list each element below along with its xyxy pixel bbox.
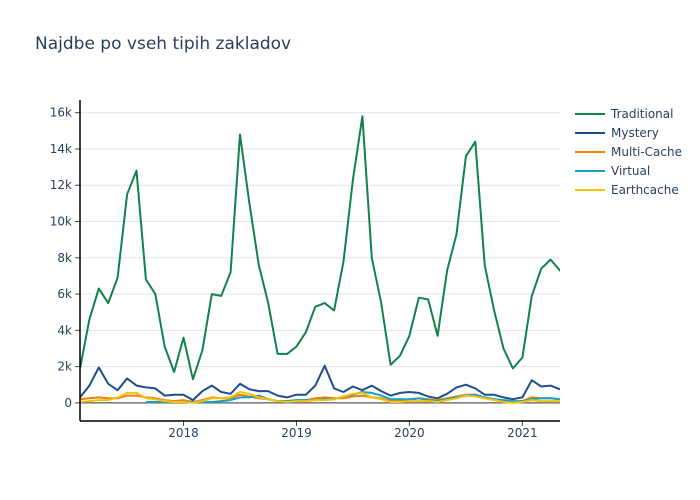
series-line-earthcache [80,391,560,404]
legend-label: Mystery [611,126,659,140]
y-tick-label: 2k [57,360,72,374]
legend-label: Traditional [610,107,673,121]
legend-item-mystery[interactable]: Mystery [575,126,659,140]
legend-item-earthcache[interactable]: Earthcache [575,183,679,197]
x-axis-ticks: 2018 2019 2020 2021 [168,421,538,440]
x-tick-label: 2021 [507,426,538,440]
legend-item-traditional[interactable]: Traditional [575,107,673,121]
series-lines [80,115,560,404]
y-tick-label: 0 [64,396,72,410]
series-line-traditional [80,115,560,381]
x-tick-label: 2020 [394,426,425,440]
series-line-mystery [80,364,560,402]
chart-title: Najdbe po vseh tipih zakladov [35,34,292,54]
legend-item-virtual[interactable]: Virtual [575,164,650,178]
legend-label: Earthcache [611,183,679,197]
legend-label: Virtual [611,164,650,178]
y-tick-label: 4k [57,323,72,337]
axes [79,100,560,422]
y-tick-label: 12k [50,178,72,192]
x-tick-label: 2019 [281,426,312,440]
gridlines [80,112,560,404]
y-tick-label: 8k [57,251,72,265]
legend-item-multi-cache[interactable]: Multi-Cache [575,145,682,159]
legend-label: Multi-Cache [611,145,682,159]
y-tick-label: 6k [57,287,72,301]
y-tick-label: 16k [50,106,72,120]
x-tick-label: 2018 [168,426,199,440]
y-tick-label: 14k [50,142,72,156]
y-tick-label: 10k [50,215,72,229]
y-axis-ticks: 0 2k 4k 6k 8k 10k 12k 14k 16k [50,106,80,410]
legend[interactable]: Traditional Mystery Multi-Cache Virtual Eart… [575,107,682,197]
